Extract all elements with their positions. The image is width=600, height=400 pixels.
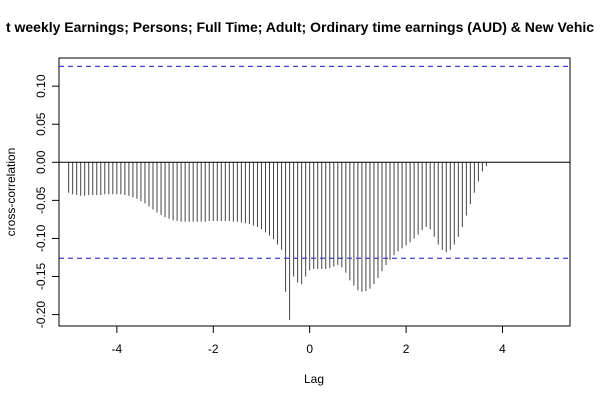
y-tick-label: -0.10 (34, 224, 48, 252)
x-axis: -4 -2 0 2 4 (112, 325, 506, 356)
y-tick-label: -0.05 (34, 186, 48, 214)
chart-title: t weekly Earnings; Persons; Full Time; A… (6, 19, 594, 35)
y-axis: -0.20 -0.15 -0.10 -0.05 0.00 0.05 0.10 (34, 74, 60, 329)
x-tick-label: 4 (499, 342, 506, 356)
y-tick-label: 0.10 (34, 74, 48, 98)
y-tick-label: 0.00 (34, 150, 48, 174)
x-tick-label: 2 (403, 342, 410, 356)
y-tick-label: 0.05 (34, 112, 48, 136)
bars-group (68, 162, 487, 320)
x-tick-label: 0 (306, 342, 313, 356)
y-tick-label: -0.15 (34, 263, 48, 291)
y-tick-label: -0.20 (34, 301, 48, 329)
x-axis-label: Lag (304, 372, 324, 386)
y-axis-label: cross-correlation (4, 148, 18, 237)
x-tick-label: -4 (112, 342, 123, 356)
x-tick-label: -2 (208, 342, 219, 356)
